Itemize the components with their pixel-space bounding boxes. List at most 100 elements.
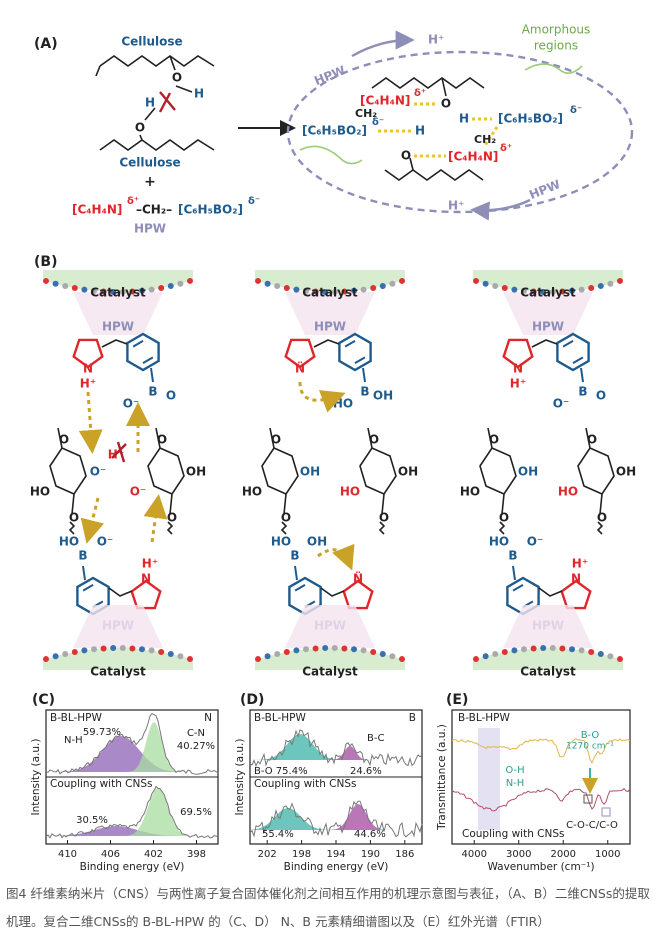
label: B-BL-HPW — [254, 712, 307, 724]
label: N — [513, 362, 523, 376]
bead — [482, 653, 489, 660]
label: H — [145, 96, 155, 110]
label: δ⁺ — [500, 143, 512, 154]
label: HPW — [527, 177, 562, 202]
x-tick-label: 202 — [258, 849, 277, 860]
label: N̈ — [295, 361, 305, 375]
label: 24.6% — [350, 766, 382, 777]
label: OH — [398, 465, 418, 479]
spectrum — [249, 729, 423, 768]
bead — [341, 288, 348, 295]
label: B-BL-HPW — [50, 712, 103, 724]
bead — [530, 288, 537, 295]
label: H — [459, 112, 469, 126]
bead — [255, 656, 261, 663]
bead — [492, 283, 499, 290]
label: N-H — [64, 735, 83, 746]
label: Coupling with CNSs — [50, 778, 153, 790]
ring — [130, 579, 162, 610]
bead — [293, 647, 300, 654]
scissors — [158, 91, 176, 113]
bead — [473, 656, 479, 663]
label: CH₂ — [355, 107, 377, 120]
bead — [293, 286, 300, 293]
label: δ⁻ — [372, 117, 384, 128]
plot-frame — [451, 709, 631, 845]
transfer-arrow — [80, 497, 105, 544]
bead — [255, 277, 261, 284]
bead — [283, 648, 290, 655]
label: H⁺ — [448, 199, 464, 213]
label: O — [441, 97, 451, 111]
label: O⁻ — [97, 535, 114, 549]
label: HO — [333, 397, 353, 411]
bond — [150, 367, 154, 383]
sugar — [577, 427, 615, 515]
label: O — [281, 511, 291, 525]
squiggle — [68, 521, 76, 535]
linker — [108, 587, 133, 597]
x-tick-label: 410 — [58, 849, 77, 860]
label: O⁻ — [527, 535, 544, 549]
double-bond — [294, 583, 316, 609]
bead — [521, 646, 527, 653]
bead — [473, 277, 479, 284]
bead — [379, 283, 386, 290]
label: Catalyst — [302, 286, 358, 300]
label: HO — [30, 485, 50, 499]
panel-label: (A) — [34, 36, 58, 52]
bead — [187, 656, 193, 663]
bead — [540, 645, 547, 652]
label: O-H — [505, 765, 524, 776]
ring — [284, 338, 316, 369]
h-bond — [482, 126, 499, 148]
label: 55.4% — [262, 829, 294, 840]
bead — [119, 288, 126, 295]
bead — [341, 645, 348, 652]
sugar — [147, 427, 185, 515]
peak — [46, 736, 218, 772]
label: B — [578, 385, 587, 399]
bond — [294, 565, 298, 581]
arrow — [351, 30, 415, 58]
bead — [81, 286, 88, 293]
bead — [148, 647, 155, 654]
spectrum — [451, 738, 631, 764]
bead — [492, 650, 499, 657]
fiber — [524, 63, 583, 74]
label: δ⁺ — [127, 196, 139, 207]
bead — [501, 285, 508, 292]
x-tick-label: 406 — [101, 849, 120, 860]
bead — [389, 653, 396, 660]
bead — [399, 277, 405, 284]
bead — [578, 286, 585, 293]
bead — [312, 288, 319, 295]
label: CH₂ — [474, 133, 496, 146]
transfer-arrow — [78, 391, 103, 454]
label: [C₄H₄N] — [360, 94, 410, 108]
transfer-arrow — [143, 494, 168, 543]
catalyst — [473, 648, 623, 670]
catalyst — [255, 648, 405, 670]
label: O — [499, 511, 509, 525]
label: O — [369, 433, 379, 447]
linker — [320, 587, 345, 597]
bead — [569, 287, 575, 294]
bead — [274, 283, 281, 290]
sugar — [49, 427, 87, 515]
marker-box — [601, 807, 611, 817]
double-bond — [82, 583, 104, 609]
label: Cellulose — [121, 35, 182, 49]
hpw-zone — [73, 292, 163, 335]
label: B-BL-HPW — [458, 712, 511, 724]
label: HO — [59, 535, 79, 549]
bead — [274, 650, 281, 657]
sugar — [479, 427, 517, 515]
label: [C₆H₅BO₂] — [302, 124, 367, 138]
highlight — [478, 728, 500, 830]
bead — [521, 287, 527, 294]
bead — [597, 283, 604, 290]
label: B — [508, 549, 517, 563]
x-tick-label: 198 — [292, 849, 311, 860]
